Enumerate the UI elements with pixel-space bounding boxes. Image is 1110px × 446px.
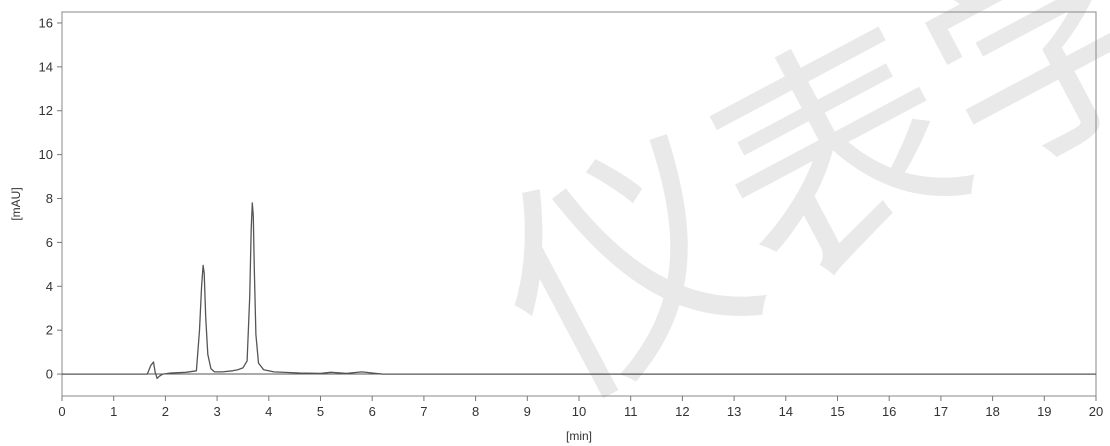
x-tick-label: 19 <box>1037 404 1051 419</box>
y-tick-label: 8 <box>46 191 53 206</box>
y-tick-label: 2 <box>46 323 53 338</box>
x-tick-label: 12 <box>675 404 689 419</box>
x-axis-ticks: 0 1 2 3 4 5 6 7 8 9 10 11 12 13 14 15 16 17 18 19 20 <box>58 396 1103 419</box>
y-axis-label: [mAU] <box>9 187 23 220</box>
watermark: 仪表学会 <box>455 0 1110 446</box>
x-tick-label: 1 <box>110 404 117 419</box>
x-tick-label: 10 <box>572 404 586 419</box>
x-tick-label: 5 <box>317 404 324 419</box>
x-tick-label: 9 <box>524 404 531 419</box>
chromatogram-trace <box>62 202 1096 380</box>
x-tick-label: 13 <box>727 404 741 419</box>
x-tick-label: 0 <box>58 404 65 419</box>
y-axis-ticks: 0 2 4 6 8 10 12 14 16 <box>39 15 62 382</box>
x-axis-label: [min] <box>566 429 592 443</box>
x-tick-label: 14 <box>779 404 793 419</box>
x-tick-label: 4 <box>265 404 272 419</box>
y-tick-label: 4 <box>46 279 53 294</box>
y-tick-label: 10 <box>39 147 53 162</box>
y-tick-label: 0 <box>46 367 53 382</box>
x-tick-label: 17 <box>934 404 948 419</box>
x-tick-label: 2 <box>162 404 169 419</box>
x-tick-label: 18 <box>985 404 999 419</box>
y-tick-label: 6 <box>46 235 53 250</box>
x-tick-label: 15 <box>830 404 844 419</box>
series-group <box>62 202 1096 380</box>
x-tick-label: 16 <box>882 404 896 419</box>
x-tick-label: 7 <box>420 404 427 419</box>
x-tick-label: 11 <box>624 404 638 419</box>
watermark-text: 仪表学会 <box>455 0 1110 446</box>
y-tick-label: 12 <box>39 103 53 118</box>
y-tick-label: 14 <box>39 59 53 74</box>
y-tick-label: 16 <box>39 15 53 30</box>
x-tick-label: 20 <box>1089 404 1103 419</box>
x-tick-label: 6 <box>369 404 376 419</box>
x-tick-label: 8 <box>472 404 479 419</box>
x-tick-label: 3 <box>213 404 220 419</box>
